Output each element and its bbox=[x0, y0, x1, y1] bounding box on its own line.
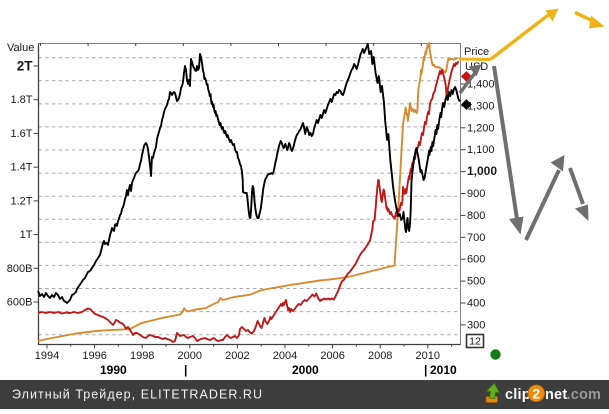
svg-text:700: 700 bbox=[467, 232, 485, 244]
svg-text:1,000: 1,000 bbox=[467, 164, 497, 178]
svg-text:12: 12 bbox=[469, 336, 481, 348]
svg-text:1.2T: 1.2T bbox=[10, 195, 32, 207]
svg-text:1998: 1998 bbox=[130, 350, 154, 362]
svg-text:Value: Value bbox=[7, 42, 34, 54]
svg-text:1996: 1996 bbox=[82, 350, 106, 362]
svg-text:.com: .com bbox=[567, 387, 602, 403]
svg-text:500: 500 bbox=[467, 276, 485, 288]
svg-text:1,300: 1,300 bbox=[467, 100, 495, 112]
svg-text:1.6T: 1.6T bbox=[10, 128, 32, 140]
svg-text:net: net bbox=[545, 387, 567, 403]
svg-text:1990: 1990 bbox=[100, 363, 127, 377]
svg-text:600B: 600B bbox=[7, 297, 33, 309]
svg-text:1,400: 1,400 bbox=[467, 79, 495, 91]
svg-text:2006: 2006 bbox=[320, 350, 344, 362]
svg-text:2004: 2004 bbox=[273, 350, 297, 362]
svg-text:2000: 2000 bbox=[178, 350, 202, 362]
svg-text:400: 400 bbox=[467, 298, 485, 310]
svg-text:2010: 2010 bbox=[416, 350, 440, 362]
svg-text:1994: 1994 bbox=[35, 350, 59, 362]
svg-text:2: 2 bbox=[532, 386, 540, 402]
svg-text:2008: 2008 bbox=[368, 350, 392, 362]
svg-text:2000: 2000 bbox=[292, 363, 319, 377]
svg-text:1,200: 1,200 bbox=[467, 122, 495, 134]
svg-text:800B: 800B bbox=[7, 263, 33, 275]
svg-text:Элитный Трейдер, ELITETRADER.R: Элитный Трейдер, ELITETRADER.RU bbox=[12, 388, 263, 402]
svg-text:1.4T: 1.4T bbox=[10, 162, 32, 174]
svg-text:1,100: 1,100 bbox=[467, 144, 495, 156]
svg-text:300: 300 bbox=[467, 319, 485, 331]
svg-text:800: 800 bbox=[467, 210, 485, 222]
svg-text:clip: clip bbox=[505, 387, 531, 403]
svg-text:1.8T: 1.8T bbox=[10, 94, 32, 106]
svg-text:2T: 2T bbox=[17, 59, 34, 74]
svg-text:Price: Price bbox=[464, 46, 489, 58]
svg-text:|: | bbox=[184, 363, 187, 377]
svg-text:2002: 2002 bbox=[225, 350, 249, 362]
svg-text:1T: 1T bbox=[20, 229, 33, 241]
svg-text:2010: 2010 bbox=[430, 363, 457, 377]
svg-text:600: 600 bbox=[467, 254, 485, 266]
svg-text:900: 900 bbox=[467, 188, 485, 200]
svg-text:|: | bbox=[424, 363, 427, 377]
